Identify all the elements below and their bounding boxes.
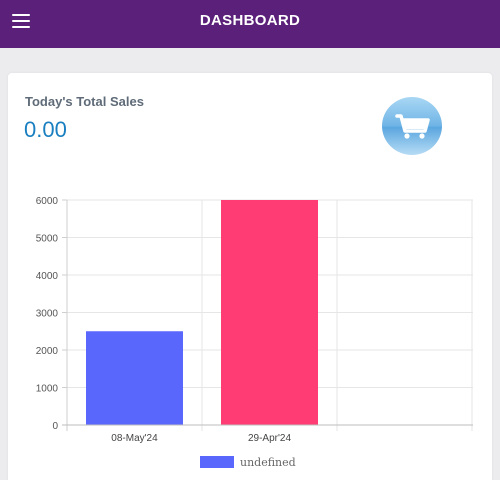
hamburger-menu-icon[interactable]: [12, 13, 32, 29]
shopping-cart-icon: [382, 97, 442, 155]
top-app-bar: DASHBOARD: [0, 0, 500, 48]
sales-value: 0.00: [24, 117, 67, 142]
y-tick-label: 4000: [36, 271, 59, 282]
chart-bar[interactable]: [221, 200, 318, 425]
legend-label[interactable]: undefined: [240, 456, 296, 469]
x-tick-label: 08-May'24: [111, 433, 158, 444]
y-tick-label: 5000: [36, 234, 59, 245]
y-tick-label: 0: [52, 421, 58, 432]
y-tick-label: 2000: [36, 346, 59, 357]
sales-label: Today's Total Sales: [25, 94, 144, 109]
y-tick-label: 6000: [36, 196, 59, 207]
sales-bar-chart: 0 1000 2000 3000 4000 5000 6000 08-May'24 29-Ap…: [36, 196, 473, 469]
page-title: DASHBOARD: [199, 12, 301, 29]
chart-legend: undefined: [200, 456, 296, 469]
y-tick-label: 1000: [36, 384, 59, 395]
legend-swatch[interactable]: [200, 456, 234, 468]
chart-bar[interactable]: [86, 331, 183, 425]
y-tick-label: 3000: [36, 309, 59, 320]
x-tick-label: 29-Apr'24: [248, 433, 291, 444]
chart-axes: [62, 200, 473, 431]
